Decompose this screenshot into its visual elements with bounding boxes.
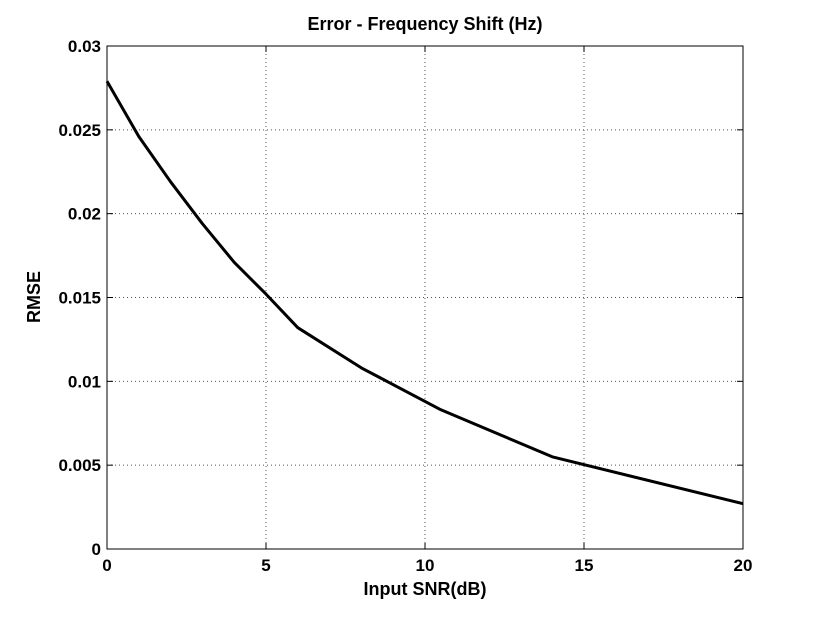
x-tick-label: 20 (734, 556, 753, 575)
x-tick-label: 15 (575, 556, 594, 575)
x-tick-label: 10 (416, 556, 435, 575)
y-tick-label: 0.025 (58, 121, 101, 140)
series-layer (105, 80, 744, 506)
y-tick-label: 0.02 (68, 205, 101, 224)
y-tick-label: 0.005 (58, 456, 101, 475)
x-tick-labels: 0 5 10 15 20 (102, 556, 752, 575)
y-tick-label: 0.03 (68, 37, 101, 56)
ticks (106, 45, 744, 550)
x-tick-label: 0 (102, 556, 111, 575)
chart-title: Error - Frequency Shift (Hz) (307, 14, 542, 34)
x-axis-label: Input SNR(dB) (364, 579, 487, 599)
y-tick-label: 0 (92, 540, 101, 559)
plot-area (107, 46, 743, 549)
y-axis-label: RMSE (24, 271, 44, 323)
series-line (105, 80, 744, 506)
x-tick-label: 5 (261, 556, 270, 575)
y-tick-label: 0.01 (68, 372, 101, 391)
y-tick-labels: 0 0.005 0.01 0.015 0.02 0.025 0.03 (58, 37, 101, 559)
y-tick-label: 0.015 (58, 289, 101, 308)
